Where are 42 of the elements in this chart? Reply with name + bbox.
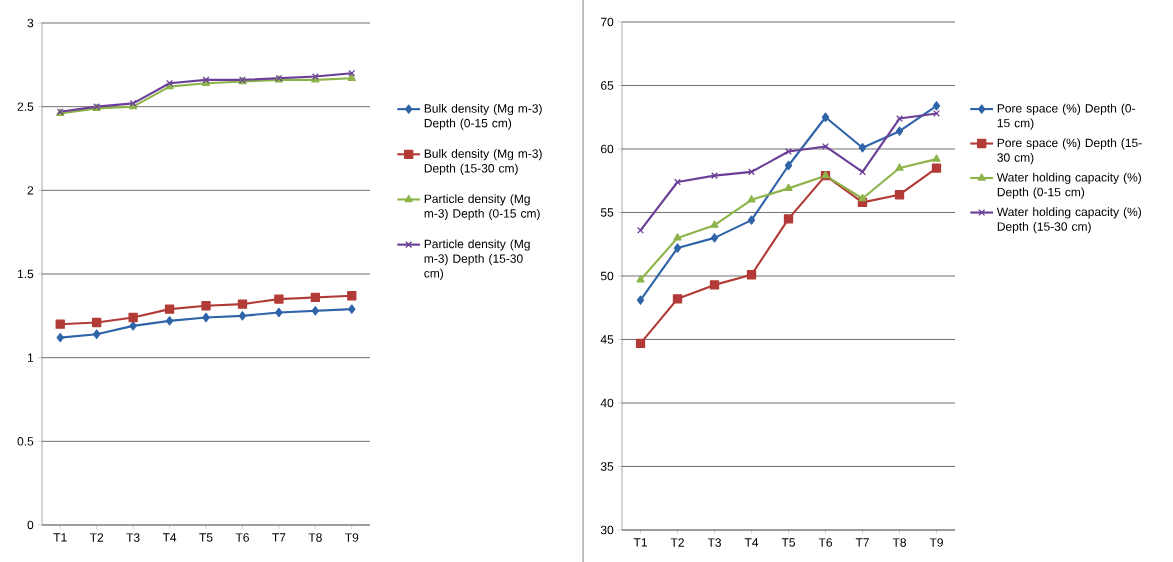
y-tick-label: 3 (27, 18, 34, 28)
y-tick-label: 55 (600, 208, 614, 217)
legend-label: Particle density (Mg m-3) Depth (0-15 cm) (424, 194, 540, 221)
y-tick-label: 45 (600, 335, 614, 344)
y-tick-label: 40 (600, 398, 614, 408)
x-tick-label: T9 (345, 533, 359, 542)
y-tick-label: 65 (601, 81, 614, 90)
legend-label: Pore space (%) Depth (15-30 cm) (997, 138, 1142, 165)
x-tick-label: T4 (162, 533, 177, 542)
y-tick-label: 60 (601, 144, 614, 154)
y-tick-label: 1.5 (17, 269, 34, 279)
y-tick-label: 1 (27, 353, 34, 362)
x-tick-label: T5 (199, 533, 213, 542)
x-tick-label: T7 (855, 538, 869, 547)
y-tick-label: 50 (600, 271, 614, 281)
y-tick-label: 70 (601, 17, 614, 27)
x-tick-label: T2 (670, 538, 684, 547)
x-tick-label: T8 (308, 533, 322, 542)
legend-label: Water holding capacity (%) Depth (0-15 cm) (996, 172, 1141, 199)
x-tick-label: T5 (781, 538, 796, 547)
y-tick-label: 2 (27, 186, 34, 195)
x-tick-label: T3 (126, 533, 140, 542)
x-tick-label: T2 (89, 533, 104, 542)
x-tick-label: T7 (272, 533, 286, 542)
x-tick-label: T9 (929, 538, 943, 547)
legend-label: Particle density (Mg m-3) Depth (15-30 cm) (424, 239, 530, 280)
x-tick-label: T1 (53, 533, 67, 542)
x-tick-label: T4 (744, 538, 759, 547)
y-tick-label: 30 (600, 525, 614, 535)
x-tick-label: T3 (707, 538, 721, 547)
y-tick-label: 0 (27, 520, 34, 530)
legend-label: Bulk density (Mg m-3) Depth (0-15 cm) (424, 103, 542, 130)
x-tick-label: T6 (818, 538, 832, 547)
y-tick-label: 0.5 (17, 437, 34, 446)
legend-label: Water holding capacity (%) Depth (15-30 cm) (996, 207, 1141, 234)
y-tick-label: 35 (600, 462, 614, 471)
y-tick-label: 2.5 (17, 102, 34, 111)
x-tick-label: T1 (633, 538, 647, 547)
x-tick-label: T6 (235, 533, 249, 542)
legend-label: Pore space (%) Depth (0-15 cm) (997, 103, 1135, 130)
legend-label: Bulk density (Mg m-3) Depth (15-30 cm) (424, 149, 542, 175)
x-tick-label: T8 (892, 538, 906, 547)
